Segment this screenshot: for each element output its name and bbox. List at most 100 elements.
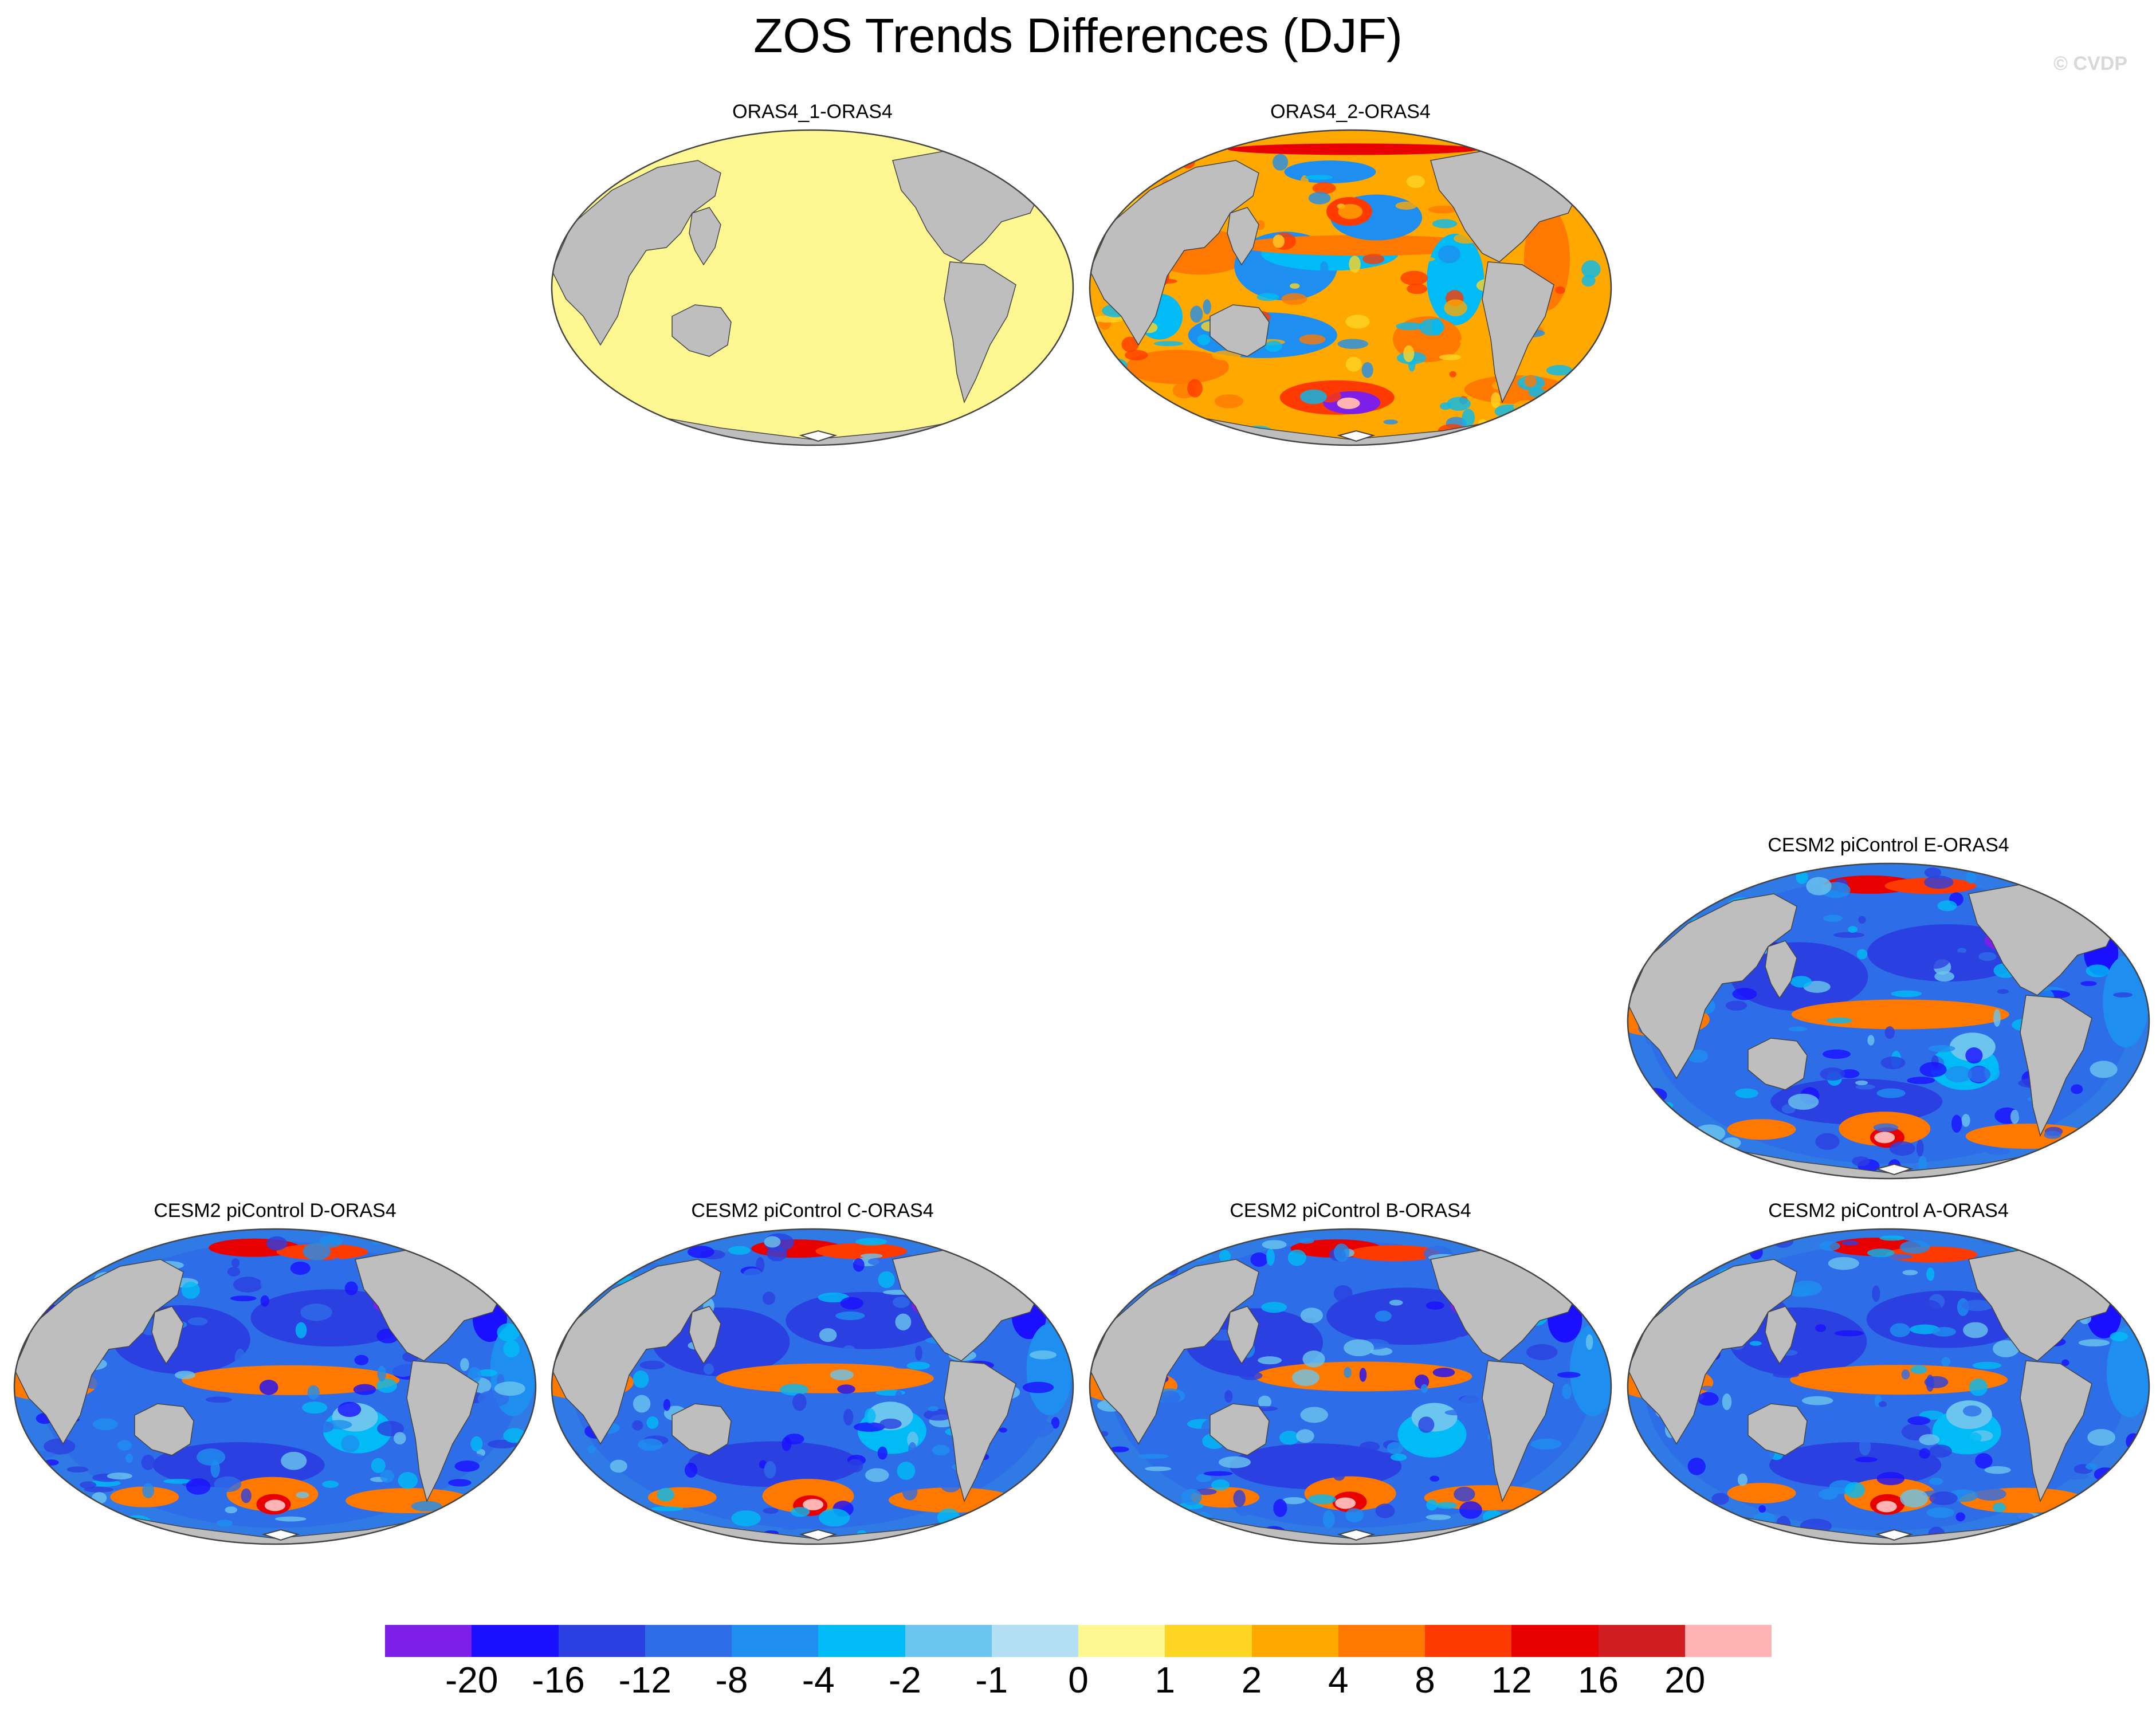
anomaly-speckle (928, 1406, 938, 1412)
anomaly-speckle (940, 1476, 961, 1493)
anomaly-speckle (2086, 964, 2110, 977)
map-panel-4: CESM2 piControl D-ORAS4 (11, 1200, 539, 1545)
anomaly-speckle (651, 1506, 684, 1511)
land-eurasia-africa (552, 160, 721, 346)
anomaly-speckle (1937, 900, 1957, 912)
anomaly-speckle (1137, 1454, 1169, 1459)
antarctic-ice-shelf (799, 1529, 838, 1541)
anomaly-speckle (580, 1500, 591, 1512)
anomaly-speckle (274, 1516, 307, 1522)
anomaly-speckle (2108, 1132, 2130, 1140)
colorbar-label: 4 (1328, 1659, 1349, 1701)
anomaly-speckle (864, 1408, 876, 1424)
anomaly-speckle (1848, 926, 1858, 933)
anomaly-speckle (1876, 1088, 1906, 1098)
anomaly-speckle (2044, 1130, 2061, 1139)
anomaly-speckle (1113, 385, 1123, 394)
colorbar-label: -4 (802, 1659, 835, 1701)
anomaly-speckle (103, 1377, 129, 1396)
anomaly-patch (1335, 1497, 1356, 1509)
land-masses (552, 147, 1054, 445)
anomaly-speckle (44, 1438, 76, 1455)
anomaly-speckle (731, 1510, 761, 1526)
anomaly-speckle (260, 1277, 268, 1290)
land-australia (1209, 304, 1270, 357)
colorbar-label: -8 (715, 1659, 748, 1701)
anomaly-speckle (1957, 948, 1967, 954)
anomaly-speckle (1420, 1384, 1428, 1393)
anomaly-speckle (1552, 1265, 1561, 1271)
anomaly-speckle (1239, 1371, 1263, 1380)
anomaly-speckle (1530, 1438, 1562, 1450)
anomaly-speckle (341, 1435, 360, 1452)
anomaly-speckle (1889, 1141, 1915, 1156)
anomaly-speckle (1815, 1133, 1840, 1151)
anomaly-speckle (687, 1246, 714, 1258)
anomaly-speckle (1116, 131, 1144, 148)
anomaly-speckle (80, 1481, 97, 1489)
land-eurasia-africa (1628, 893, 1797, 1079)
anomaly-speckle (109, 1456, 118, 1462)
anomaly-patch (652, 1307, 790, 1376)
map-panel-title: CESM2 piControl C-ORAS4 (691, 1200, 934, 1222)
anomaly-speckle (470, 1436, 483, 1452)
anomaly-speckle (837, 1384, 855, 1394)
anomaly-speckle (1187, 379, 1203, 398)
anomaly-speckle (1555, 305, 1578, 313)
anomaly-speckle (1454, 1336, 1468, 1354)
anomaly-speckle (646, 1416, 659, 1429)
map-panel-title: ORAS4_2-ORAS4 (1270, 101, 1431, 123)
colorbar-label: 2 (1241, 1659, 1262, 1701)
anomaly-speckle (703, 1363, 714, 1375)
land-south-america (944, 261, 1016, 404)
anomaly-speckle (1387, 1442, 1403, 1455)
anomaly-speckle (1874, 1426, 1898, 1440)
anomaly-speckle (66, 1466, 88, 1473)
land-greenland (457, 1246, 517, 1284)
anomaly-speckle (448, 1479, 472, 1487)
anomaly-speckle (2061, 1359, 2069, 1367)
anomaly-patch (250, 1289, 411, 1347)
colorbar-box (1684, 1625, 1772, 1657)
anomaly-speckle (1250, 1252, 1268, 1267)
anomaly-speckle (1273, 1499, 1287, 1517)
anomaly-speckle (1986, 1148, 2010, 1155)
anomaly-patch (1791, 999, 2009, 1030)
colorbar-box (472, 1625, 559, 1657)
anomaly-speckle (1924, 875, 1954, 889)
land-australia (671, 304, 732, 357)
anomaly-speckle (1819, 1241, 1840, 1251)
anomaly-speckle (854, 1422, 885, 1432)
anomaly-speckle (1403, 345, 1415, 362)
anomaly-speckle (210, 1460, 220, 1478)
anomaly-speckle (1029, 1350, 1057, 1360)
anomaly-speckle (1553, 133, 1563, 144)
colorbar-label: 8 (1415, 1659, 1435, 1701)
anomaly-speckle (1750, 1396, 1766, 1412)
colorbar-label: 1 (1154, 1659, 1176, 1701)
anomaly-patch (1227, 143, 1480, 155)
anomaly-speckle (1928, 1045, 1955, 1053)
anomaly-speckle (1841, 1240, 1859, 1246)
anomaly-speckle (1963, 1322, 1988, 1338)
anomaly-speckle (2110, 1332, 2128, 1341)
anomaly-speckle (1924, 867, 1942, 878)
colorbar-label: 20 (1664, 1659, 1706, 1701)
anomaly-speckle (1298, 1238, 1314, 1244)
anomaly-speckle (1961, 1114, 1970, 1127)
anomaly-speckle (1725, 1154, 1743, 1165)
anomaly-speckle (1375, 1310, 1392, 1322)
anomaly-speckle (1929, 1491, 1958, 1505)
map-panel-7: CESM2 piControl A-ORAS4 (1625, 1200, 2152, 1545)
anomaly-speckle (1962, 1405, 1982, 1417)
anomaly-speckle (1880, 973, 1896, 979)
map-border (1627, 1228, 2150, 1545)
anomaly-speckle (1483, 1510, 1503, 1525)
anomaly-speckle (233, 1277, 263, 1293)
anomaly-speckle (1929, 1444, 1952, 1458)
colorbar-label: 12 (1491, 1659, 1532, 1701)
anomaly-speckle (1918, 1156, 1927, 1172)
anomaly-speckle (1290, 283, 1300, 289)
anomaly-speckle (878, 1271, 895, 1289)
anomaly-speckle (1400, 270, 1428, 286)
